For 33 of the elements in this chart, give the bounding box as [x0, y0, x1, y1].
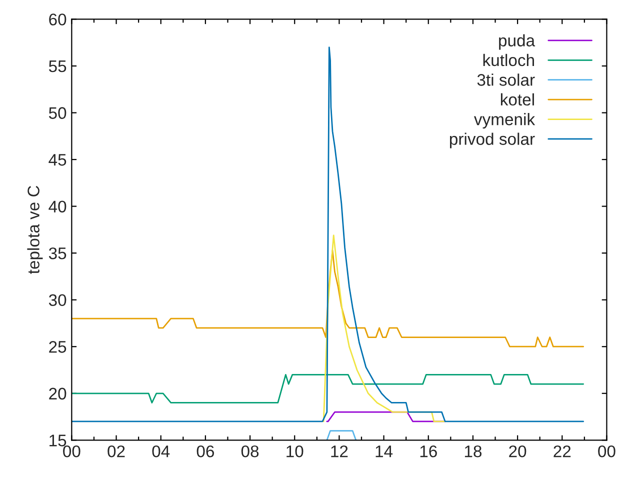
x-tick-label: 02 — [108, 445, 125, 458]
x-tick-label: 00 — [63, 445, 80, 458]
x-tick-label: 20 — [509, 445, 526, 458]
y-tick-label: 45 — [48, 154, 66, 166]
x-tick-label: 22 — [554, 445, 571, 458]
y-tick-label: 55 — [48, 60, 66, 72]
x-tick-label: 06 — [196, 445, 214, 458]
line-series — [72, 250, 584, 348]
y-axis-title: teplota ve C — [27, 186, 43, 274]
line-series — [72, 374, 584, 404]
x-tick-label: 16 — [420, 445, 437, 458]
line-series — [322, 234, 446, 422]
y-tick-label: 60 — [49, 14, 66, 26]
y-tick-label: 20 — [49, 388, 66, 400]
legend-label: kotel — [500, 93, 534, 106]
y-tick-label: 40 — [48, 200, 66, 212]
legend-label: privod solar — [450, 132, 535, 148]
x-tick-label: 10 — [286, 445, 304, 458]
x-tick-label: 14 — [376, 446, 393, 458]
x-tick-label: 00 — [598, 445, 616, 458]
legend-label: puda — [499, 34, 536, 50]
legend-label: kutloch — [483, 54, 534, 66]
x-tick-label: 08 — [241, 445, 259, 458]
y-tick-label: 15 — [50, 434, 66, 446]
y-tick-label: 35 — [48, 247, 66, 260]
legend-label: 3ti solar — [477, 74, 535, 86]
x-tick-label: 18 — [464, 445, 482, 458]
y-tick-label: 25 — [49, 341, 66, 353]
x-tick-label: 04 — [152, 445, 170, 458]
x-tick-label: 12 — [331, 445, 348, 458]
y-tick-label: 50 — [48, 107, 66, 119]
legend-label: vymenik — [474, 113, 536, 129]
y-tick-label: 30 — [48, 294, 66, 306]
